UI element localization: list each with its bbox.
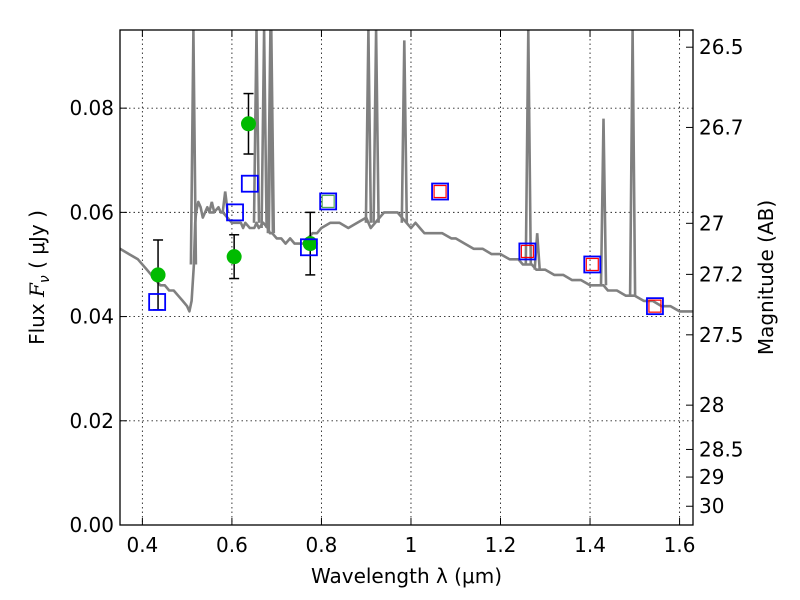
x-tick-label: 1.6 [664,533,696,557]
emission-line [364,30,373,223]
right-tick-label: 30 [699,494,724,518]
axis-ticks: 0.4 0.6 0.8 1 1.2 1.4 1.6 0.00 0.02 0.04 0.06 0.08 2… [69,30,744,557]
y-tick-label: 0.06 [69,200,114,224]
data-point-square-red [585,257,599,272]
right-tick-label: 27.2 [699,262,744,286]
data-point-square-green [321,194,335,209]
emission-line [628,30,637,296]
data-point-square-red [520,244,534,259]
emission-line [189,30,198,265]
x-axis-title: Wavelength λ (μm) [311,564,502,588]
data-point-square-blue [240,174,259,193]
data-point-square-blue [226,203,244,222]
data-point-square-red [648,299,662,313]
emission-line [267,30,276,234]
data-point-circle [226,249,242,265]
data-point-square-red [433,184,447,199]
data-point-square-blue [300,238,318,257]
right-tick-label: 27 [699,211,724,235]
y-axis-title-sub: ν [37,275,53,283]
y-axis-title-var: F [25,282,49,298]
x-tick-label: 1.2 [485,533,517,557]
emission-line [524,30,533,265]
x-tick-label: 1.4 [574,533,606,557]
y-axis-title-post: ( μJy ) [25,210,49,275]
data-point-square-blue [148,293,167,311]
right-tick-label: 27.5 [699,323,744,347]
y-axis-title-right: Magnitude (AB) [754,200,778,355]
x-tick-label: 0.6 [216,533,248,557]
emission-line [372,30,380,223]
emission-line [400,40,409,223]
data-point-circle [240,116,256,132]
right-tick-label: 29 [699,465,724,489]
y-axis-title-left: Flux Fν ( μJy ) [25,210,53,345]
plot-area [120,30,693,316]
data-point-circle [150,267,166,283]
y-axis-title-pre: Flux [25,297,49,345]
x-tick-label: 1 [405,533,418,557]
right-tick-label: 28.5 [699,437,744,461]
emission-line [208,201,216,213]
data-point-square-blue [583,255,602,274]
right-tick-label: 26.7 [699,115,744,139]
right-tick-label: 26.5 [699,35,744,59]
data-point-square-blue [431,182,449,201]
data-point-square-blue [319,192,338,211]
spectrum-line [120,200,693,313]
emission-line [599,118,608,286]
x-tick-label: 0.8 [306,533,338,557]
x-tick-label: 0.4 [126,533,158,557]
y-tick-label: 0.04 [69,305,114,329]
y-tick-label: 0.08 [69,96,114,120]
plot-frame [119,29,694,526]
y-tick-label: 0.00 [69,513,114,537]
right-tick-label: 28 [699,393,724,417]
emission-line [260,30,268,229]
emission-line [252,30,261,223]
y-tick-label: 0.02 [69,409,114,433]
data-point-square-blue [646,297,664,316]
data-point-square-blue [518,242,537,261]
